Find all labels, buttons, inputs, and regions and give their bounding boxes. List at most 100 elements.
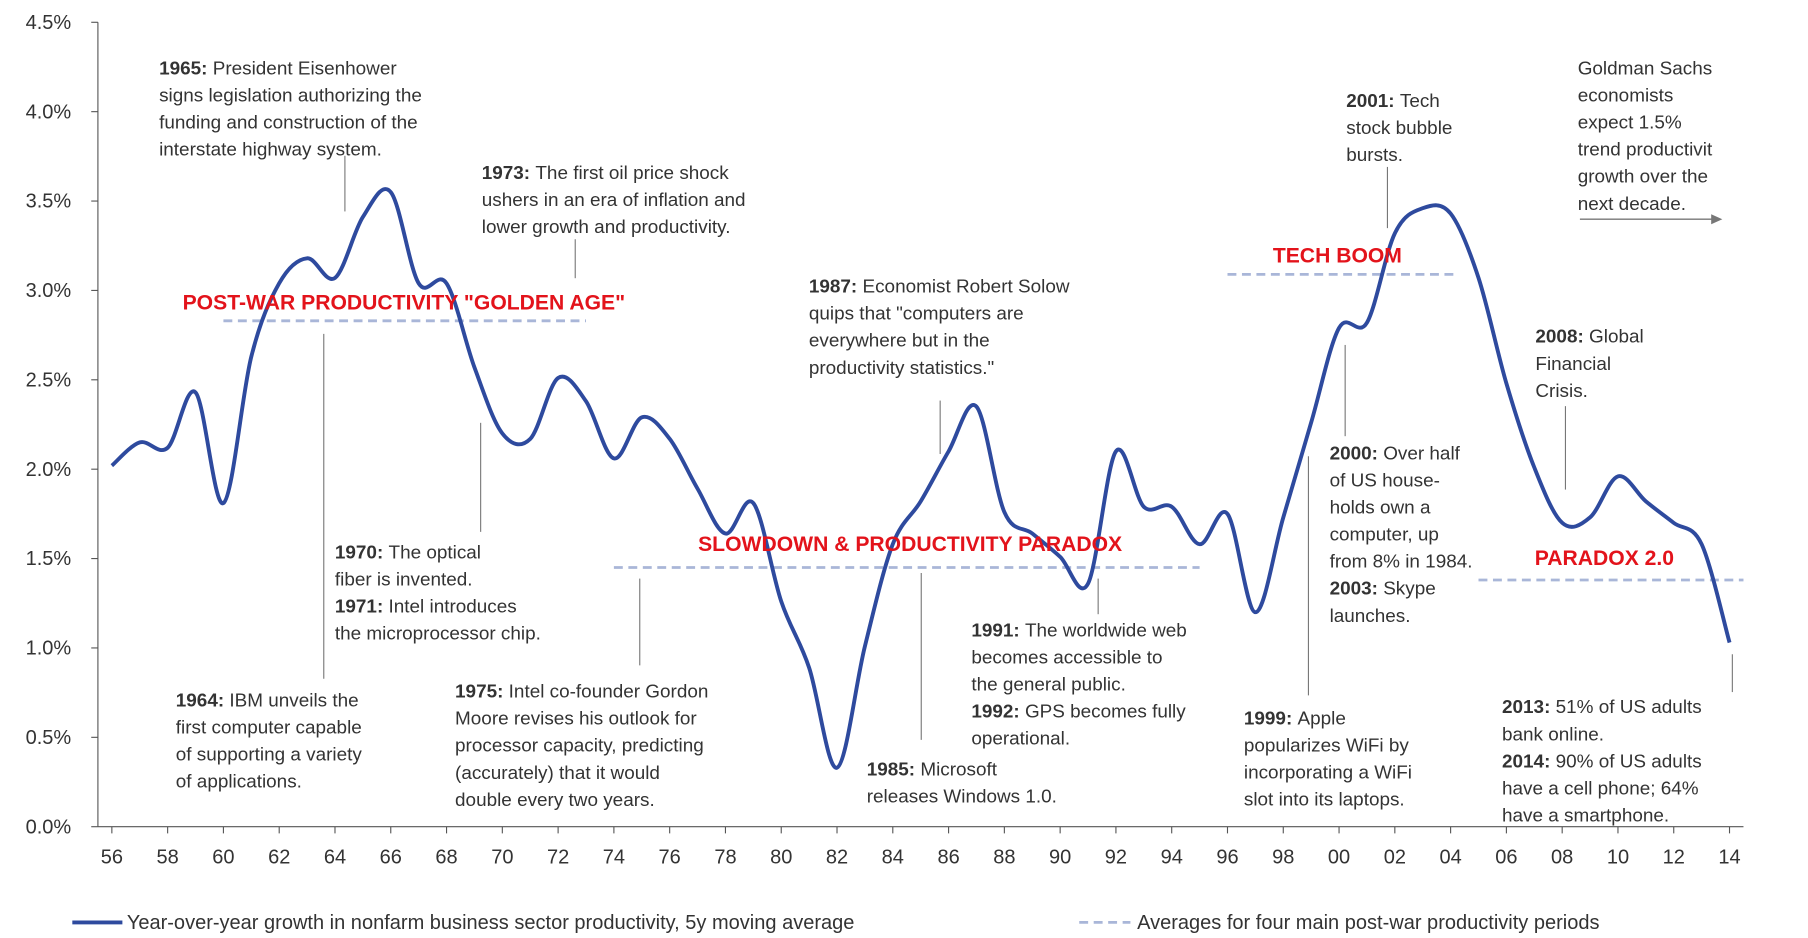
x-tick-label: 64 [324,846,346,868]
annotation-text: productivity statistics." [809,358,994,379]
annotation-line: first computer capable [176,718,362,739]
annotation: 1973: The first oil price shock ushers in… [482,163,746,238]
annotation-line: the microprocessor chip. [335,624,541,645]
annotation-text: Global [1589,327,1644,348]
annotation-line: operational. [971,729,1070,750]
x-tick-label: 70 [491,846,513,868]
x-tick-label: 12 [1663,846,1685,868]
legend-label: Averages for four main post-war producti… [1137,912,1599,934]
annotation-line: Financial [1535,354,1611,375]
annotation-text: bursts. [1346,145,1403,166]
y-tick-label: 1.5% [26,548,72,570]
annotation-line: popularizes WiFi by [1244,735,1410,756]
annotation-year: 1970: [335,543,383,564]
y-tick-label: 2.5% [26,369,72,391]
annotation: 1985: Microsoft releases Windows 1.0. [867,760,1057,808]
annotation-text: 51% of US adults [1556,697,1702,718]
annotation-line: 1973: The first oil price shock [482,163,729,184]
annotation-year: 2013: [1502,697,1550,718]
annotation-line: lower growth and productivity. [482,217,731,238]
annotation-text: expect 1.5% [1578,113,1682,134]
x-tick-label: 92 [1105,846,1127,868]
annotation-text: The optical [389,543,481,564]
annotation-text: trend productivit [1578,140,1713,161]
annotation-text: bank online. [1502,724,1604,745]
x-tick-label: 74 [603,846,625,868]
annotation-text: The worldwide web [1025,620,1187,641]
annotation-line: productivity statistics." [809,358,994,379]
annotation-line: stock bubble [1346,118,1452,139]
annotation: 1987: Economist Robert Solow quips that "… [809,277,1070,379]
y-tick-label: 4.0% [26,101,72,123]
annotation-text: slot into its laptops. [1244,789,1405,810]
x-tick-label: 98 [1272,846,1294,868]
y-tick-label: 4.5% [26,12,72,34]
x-tick-label: 90 [1049,846,1071,868]
legend-label: Year-over-year growth in nonfarm busines… [127,912,855,934]
annotation-text: of supporting a variety [176,745,363,766]
annotation-line: 1971: Intel introduces [335,597,517,618]
annotation-line: 1965: President Eisenhower [159,59,397,80]
annotation-text: holds own a [1330,498,1431,519]
annotation-line: the general public. [971,675,1126,696]
annotation-text: President Eisenhower [213,59,397,80]
annotation-text: next decade. [1578,194,1686,215]
y-tick-label: 0.5% [26,727,72,749]
annotation-line: releases Windows 1.0. [867,787,1057,808]
annotation-text: Over half [1383,444,1460,465]
x-tick-label: 08 [1551,846,1573,868]
annotation-text: have a cell phone; 64% [1502,778,1699,799]
x-tick-label: 72 [547,846,569,868]
x-tick-label: 68 [435,846,457,868]
annotation-text: stock bubble [1346,118,1452,139]
annotation-line: everywhere but in the [809,331,990,352]
annotation: 2000: Over half of US house-holds own a co… [1330,444,1473,627]
annotation-text: Crisis. [1535,381,1588,402]
annotation-line: 2001: Tech [1346,91,1440,112]
annotation-text: popularizes WiFi by [1244,735,1410,756]
annotation: 2001: Tech stock bubble bursts. [1346,91,1452,166]
periods [223,272,1744,582]
annotation-line: 2014: 90% of US adults [1502,751,1702,772]
annotation-line: fiber is invented. [335,570,473,591]
annotation-text: quips that "computers are [809,304,1024,325]
annotation-line: Goldman Sachs [1578,59,1713,80]
annotation: 2013: 51% of US adults bank online. 2014: … [1502,697,1702,826]
annotation-line: economists [1578,86,1674,107]
annotation-line: computer, up [1330,525,1439,546]
annotation-text: computer, up [1330,525,1439,546]
annotation-line: 1991: The worldwide web [971,620,1186,641]
annotation-text: interstate highway system. [159,140,382,161]
annotation-line: 1999: Apple [1244,708,1346,729]
annotation-line: 2003: Skype [1330,579,1436,600]
annotation-text: IBM unveils the [229,691,358,712]
annotation-text: 90% of US adults [1556,751,1702,772]
period-label: PARADOX 2.0 [1535,547,1674,570]
annotation-line: 1987: Economist Robert Solow [809,277,1070,298]
annotation: 1991: The worldwide web becomes accessibl… [971,620,1186,749]
annotation-text: releases Windows 1.0. [867,787,1057,808]
annotation-line: launches. [1330,606,1411,627]
x-tick-label: 56 [101,846,123,868]
arrow-head [1711,214,1723,225]
annotation-year: 2014: [1502,751,1550,772]
annotation-line: 1975: Intel co-founder Gordon [455,682,708,703]
annotation-year: 1987: [809,277,857,298]
x-tick-label: 88 [993,846,1015,868]
annotation-line: next decade. [1578,194,1686,215]
annotation: 1975: Intel co-founder Gordon Moore revis… [455,682,708,811]
annotation-line: bursts. [1346,145,1403,166]
annotation-year: 1992: [971,702,1019,723]
annotation-text: funding and construction of the [159,113,418,134]
annotation-line: Crisis. [1535,381,1588,402]
annotation-text: first computer capable [176,718,362,739]
annotation-text: (accurately) that it would [455,763,660,784]
annotation-text: Goldman Sachs [1578,59,1713,80]
x-tick-label: 06 [1495,846,1517,868]
x-tick-label: 02 [1384,846,1406,868]
annotation-year: 1965: [159,59,207,80]
annotation-line: bank online. [1502,724,1604,745]
annotation-line: interstate highway system. [159,140,382,161]
annotation-line: ushers in an era of inflation and [482,190,746,211]
